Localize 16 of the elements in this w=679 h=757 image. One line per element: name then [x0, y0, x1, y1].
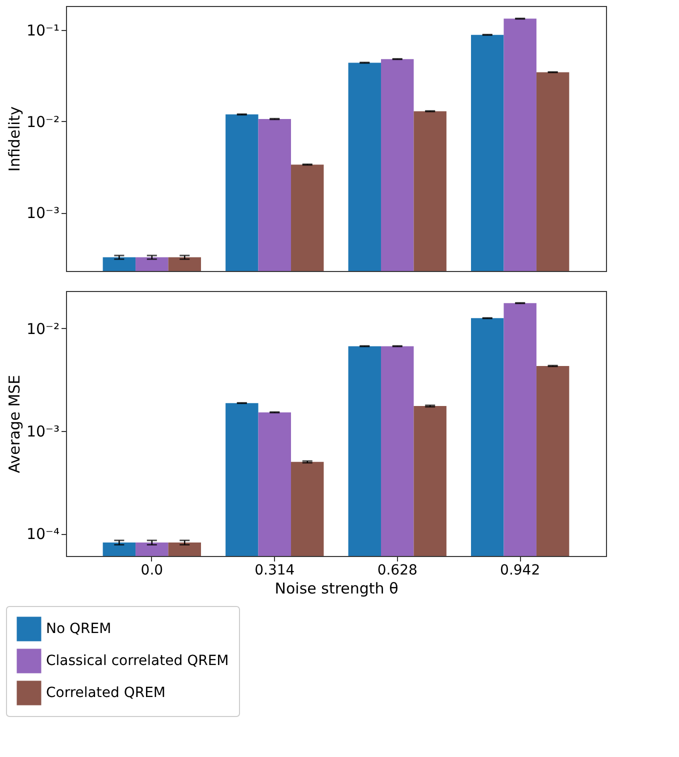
- legend-label: No QREM: [46, 621, 112, 637]
- x-tick-label: 0.314: [254, 562, 295, 578]
- y-tick-label: 10⁻⁴: [26, 525, 60, 544]
- legend-label: Correlated QREM: [46, 685, 166, 701]
- y-tick-label: 10⁻²: [26, 112, 60, 131]
- x-tick-label: 0.942: [500, 562, 540, 578]
- y-axis-title: Infidelity: [5, 106, 24, 172]
- legend-label: Classical correlated QREM: [46, 653, 229, 669]
- x-tick-label: 0.628: [377, 562, 418, 578]
- y-axis-title: Average MSE: [5, 374, 24, 474]
- y-tick-label: 10⁻¹: [26, 21, 60, 40]
- y-tick-label: 10⁻³: [26, 422, 60, 440]
- y-tick-label: 10⁻²: [26, 320, 60, 338]
- x-axis-title: Noise strength θ: [274, 580, 398, 598]
- x-tick-label: 0.0: [140, 562, 164, 578]
- y-tick-label: 10⁻³: [26, 204, 60, 222]
